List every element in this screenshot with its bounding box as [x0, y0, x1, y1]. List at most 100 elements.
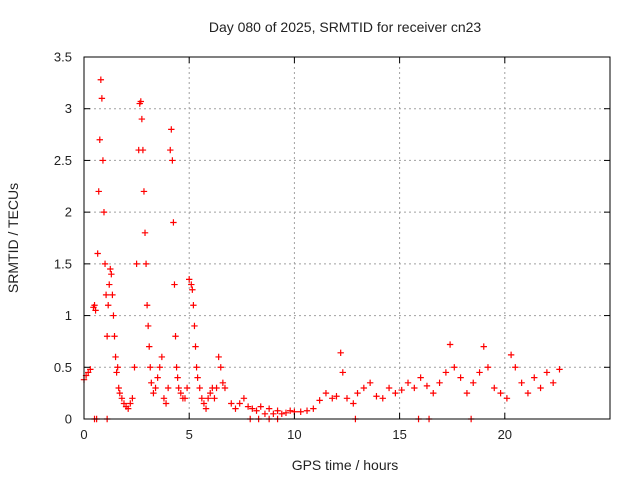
data-point [343, 395, 351, 402]
data-point [524, 389, 532, 397]
data-point [100, 208, 108, 216]
data-point [463, 389, 471, 397]
data-point [329, 395, 336, 402]
data-point [207, 389, 214, 397]
data-point [107, 265, 114, 273]
data-point [168, 126, 175, 133]
data-point [480, 343, 487, 350]
data-point [491, 384, 498, 392]
data-points [80, 76, 563, 423]
data-point [244, 403, 252, 410]
data-point [137, 98, 145, 105]
data-point [398, 386, 405, 394]
data-point [543, 369, 551, 376]
data-point [170, 219, 177, 226]
data-point [457, 374, 464, 381]
data-point [333, 393, 340, 400]
data-point [278, 410, 285, 418]
data-point [200, 400, 208, 407]
data-point [104, 302, 112, 309]
data-point [106, 281, 113, 288]
y-tick-label: 1.5 [54, 256, 72, 271]
data-point [98, 95, 106, 102]
data-point [219, 379, 227, 386]
data-point [228, 400, 235, 407]
data-point [257, 403, 264, 410]
data-point [282, 409, 290, 416]
data-point [531, 374, 538, 381]
data-point [373, 393, 380, 400]
data-point [549, 379, 557, 386]
data-point [379, 395, 386, 402]
data-point [141, 229, 149, 237]
data-point [261, 410, 269, 418]
data-point [167, 146, 174, 154]
data-point [127, 400, 134, 407]
data-point [193, 364, 200, 371]
data-point [339, 369, 346, 376]
data-point [124, 405, 132, 412]
data-point [192, 343, 199, 350]
data-point [144, 322, 152, 330]
data-point [108, 271, 115, 278]
data-point [154, 374, 161, 381]
grid [84, 57, 610, 419]
data-point [92, 307, 99, 314]
data-point [114, 364, 121, 371]
data-point [101, 260, 109, 268]
data-point [240, 395, 248, 402]
data-point [87, 366, 94, 373]
data-point [217, 364, 224, 371]
data-point [177, 389, 184, 397]
x-axis-label: GPS time / hours [292, 457, 399, 473]
data-point [385, 384, 393, 392]
y-tick-label: 2.5 [54, 153, 72, 168]
data-point [191, 322, 198, 330]
data-point [143, 302, 151, 309]
data-point [507, 351, 515, 359]
data-point [354, 389, 361, 397]
chart-title: Day 080 of 2025, SRMTID for receiver cn2… [209, 19, 482, 35]
axis-ticks [83, 56, 610, 420]
data-point [265, 405, 273, 412]
y-tick-label: 0.5 [54, 360, 72, 375]
data-point [146, 343, 153, 350]
data-point [476, 369, 483, 376]
data-point [186, 276, 193, 283]
data-point [172, 333, 179, 340]
data-point [99, 157, 107, 164]
data-point [556, 366, 563, 373]
data-point [497, 389, 504, 397]
data-point [189, 286, 196, 293]
y-tick-label: 3.5 [54, 50, 72, 65]
data-point [174, 374, 181, 381]
data-point [232, 405, 239, 412]
data-point [131, 364, 138, 371]
data-point [221, 384, 229, 392]
data-point [115, 384, 122, 392]
data-point [142, 260, 150, 268]
x-tick-label: 5 [186, 427, 193, 442]
data-point [94, 250, 101, 257]
data-point [196, 384, 203, 392]
data-point [423, 382, 431, 390]
data-point [183, 384, 191, 392]
data-point [173, 364, 180, 371]
data-point [236, 400, 243, 407]
data-point [138, 115, 146, 123]
data-point [162, 400, 170, 407]
data-point [139, 146, 147, 154]
y-tick-label: 0 [65, 412, 72, 427]
data-point [392, 389, 399, 397]
data-point [96, 136, 103, 143]
y-tick-label: 3 [65, 101, 72, 116]
data-point [316, 397, 323, 404]
data-point [129, 395, 136, 402]
data-point [171, 281, 178, 288]
data-point [112, 353, 119, 361]
data-point [118, 395, 126, 402]
data-point [310, 405, 317, 412]
x-tick-label: 10 [287, 427, 301, 442]
data-point [140, 188, 148, 195]
data-point [274, 407, 281, 414]
